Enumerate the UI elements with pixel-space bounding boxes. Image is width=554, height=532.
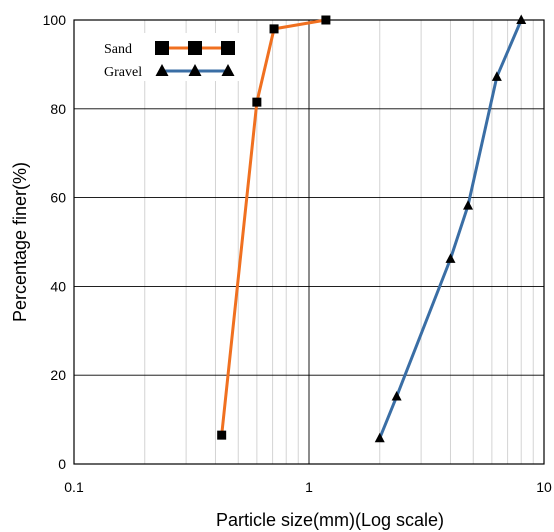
x-tick-label: 0.1	[64, 479, 84, 495]
data-point-gravel	[391, 391, 402, 401]
series-layer	[217, 14, 527, 443]
data-point-gravel	[445, 253, 456, 263]
series-line-gravel	[378, 19, 523, 439]
y-tick-label: 40	[50, 278, 66, 294]
x-axis-title: Particle size(mm)(Log scale)	[216, 510, 444, 530]
x-tick-label: 10	[536, 479, 552, 495]
data-point-sand	[321, 15, 331, 25]
series-line-sand	[220, 18, 327, 436]
data-point-sand	[252, 97, 262, 107]
legend-marker-sand	[188, 41, 202, 55]
y-tick-label: 80	[50, 101, 66, 117]
legend: Sand Gravel	[100, 33, 242, 81]
data-point-gravel	[516, 14, 527, 24]
y-axis-title: Percentage finer(%)	[10, 162, 30, 322]
data-point-sand	[269, 24, 279, 34]
y-tick-label: 100	[43, 12, 67, 28]
legend-marker-sand	[221, 41, 235, 55]
plot-frame	[73, 19, 545, 465]
legend-background	[100, 33, 242, 81]
legend-label-sand: Sand	[104, 42, 132, 57]
data-point-gravel	[374, 432, 385, 443]
legend-marker-sand	[155, 41, 169, 55]
y-tick-label: 0	[58, 456, 66, 472]
legend-marker-gravel	[188, 64, 202, 76]
y-tick-label: 60	[50, 190, 66, 206]
minor-gridlines	[144, 20, 534, 464]
y-tick-label: 20	[50, 367, 66, 383]
data-point-sand	[217, 430, 227, 440]
data-point-gravel	[463, 200, 474, 210]
legend-label-gravel: Gravel	[104, 65, 142, 80]
legend-marker-gravel	[155, 64, 169, 76]
legend-marker-gravel	[221, 64, 235, 76]
x-tick-label: 1	[305, 479, 313, 495]
data-point-gravel	[491, 71, 502, 81]
axis-ticks: 0 20 40 60 80 100 0.1 1 10	[43, 12, 552, 495]
